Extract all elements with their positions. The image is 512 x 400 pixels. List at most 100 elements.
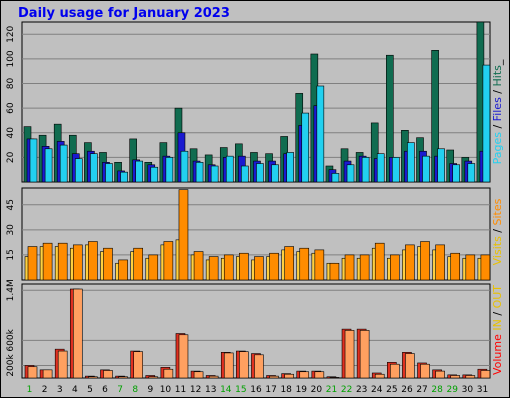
pages-bar <box>225 155 234 183</box>
day-label: 8 <box>132 385 138 395</box>
sites-bar <box>88 241 98 281</box>
pages-bar <box>392 157 400 183</box>
day-label: 22 <box>341 385 352 395</box>
day-label: 20 <box>311 385 323 395</box>
sites-bar <box>103 247 113 281</box>
day-label: 1 <box>27 385 33 395</box>
day-label: 29 <box>447 385 459 395</box>
volume-out-bar <box>329 377 340 379</box>
sites-bar <box>480 254 491 281</box>
legend-volume-in-out: Volume IN / OUT <box>491 285 504 375</box>
volume-out-bar <box>284 373 294 379</box>
volume-out-bar <box>208 375 219 379</box>
pages-bar <box>44 148 53 183</box>
volume-out-bar <box>118 376 128 379</box>
pages-bar <box>74 158 83 183</box>
sites-bar <box>344 254 355 281</box>
day-label: 14 <box>220 385 232 395</box>
sites-bar <box>208 256 219 281</box>
day-label: 3 <box>57 385 63 395</box>
sites-bar <box>314 249 325 281</box>
legend-pages-files-hits-part: _ <box>491 59 504 66</box>
day-label: 16 <box>250 385 262 395</box>
sites-bar <box>118 259 128 281</box>
sites-bar <box>405 244 415 281</box>
pages-bar <box>286 152 294 183</box>
sites-bar <box>390 254 400 281</box>
panel-1-tick-label: 60 <box>6 102 16 114</box>
day-label: 2 <box>42 385 48 395</box>
sites-bar <box>239 252 249 281</box>
pages-bar <box>195 162 204 183</box>
day-label: 27 <box>416 385 427 395</box>
panel-1-tick-label: 40 <box>6 127 16 139</box>
chart-title: Daily usage for January 2023 <box>18 6 230 21</box>
volume-out-bar <box>178 334 189 379</box>
legend-pages-files-hits-part: Pages <box>491 132 504 165</box>
day-label: 31 <box>477 385 488 395</box>
sites-bar <box>193 251 204 281</box>
day-label: 28 <box>431 385 443 395</box>
sites-bar <box>450 252 461 281</box>
day-label: 25 <box>386 385 397 395</box>
volume-out-bar <box>148 376 159 379</box>
volume-out-bar <box>133 351 143 379</box>
volume-out-bar <box>193 371 204 379</box>
day-label: 7 <box>117 385 123 395</box>
panel-1-tick-label: 120 <box>6 25 16 42</box>
sites-bar <box>133 247 143 281</box>
volume-out-bar <box>269 375 279 379</box>
pages-bar <box>467 163 476 183</box>
day-label: 15 <box>235 385 246 395</box>
day-label: 10 <box>160 385 172 395</box>
legend-visits-sites-part: / <box>491 225 504 236</box>
pages-bar <box>407 142 415 183</box>
pages-bar <box>422 155 430 183</box>
sites-bar <box>178 189 189 281</box>
volume-out-bar <box>420 363 430 379</box>
day-label: 12 <box>190 385 201 395</box>
pages-bar <box>256 163 264 183</box>
volume-out-bar <box>390 363 400 379</box>
volume-out-bar <box>344 330 355 379</box>
sites-bar <box>163 241 174 281</box>
legend-volume-in-out-part: IN <box>491 319 504 330</box>
legend-volume-in-out-part: / <box>491 308 504 319</box>
panel-3-tick-label: 200k <box>6 353 16 376</box>
legend-visits-sites: Visits / Sites <box>491 198 504 265</box>
volume-out-bar <box>405 353 415 379</box>
sites-bar <box>42 242 53 281</box>
pages-bar <box>376 153 385 183</box>
sites-bar <box>374 242 385 281</box>
volume-out-bar <box>480 370 491 379</box>
legend-pages-files-hits-part: Files <box>491 97 504 121</box>
legend-pages-files-hits: Pages / Files / Hits_ <box>491 59 504 164</box>
pages-bar <box>210 165 219 183</box>
pages-bar <box>165 157 174 183</box>
sites-bar <box>57 242 68 281</box>
panel-1-tick-label: 80 <box>6 78 16 90</box>
sites-bar <box>148 254 159 281</box>
panel-1-tick-label: 20 <box>6 151 16 163</box>
legend-visits-sites-part: Visits <box>491 236 504 265</box>
volume-out-bar <box>42 369 53 379</box>
volume-out-bar <box>27 366 38 379</box>
day-label: 11 <box>175 385 186 395</box>
pages-bar <box>437 148 445 183</box>
pages-bar <box>90 153 98 183</box>
pages-bar <box>331 173 340 183</box>
legend-pages-files-hits-part: Hits <box>491 65 504 87</box>
day-label: 9 <box>147 385 153 395</box>
panel-3-tick-label: 600k <box>6 328 16 351</box>
pages-bar <box>180 150 189 183</box>
sites-bar <box>223 254 234 281</box>
pages-bar <box>346 164 355 183</box>
volume-out-bar <box>103 370 113 379</box>
day-label: 26 <box>401 385 413 395</box>
volume-out-bar <box>163 368 174 379</box>
volume-out-bar <box>88 376 98 379</box>
sites-bar <box>284 246 294 281</box>
legend-volume-in-out-part: Volume <box>491 334 504 375</box>
day-label: 6 <box>102 385 108 395</box>
